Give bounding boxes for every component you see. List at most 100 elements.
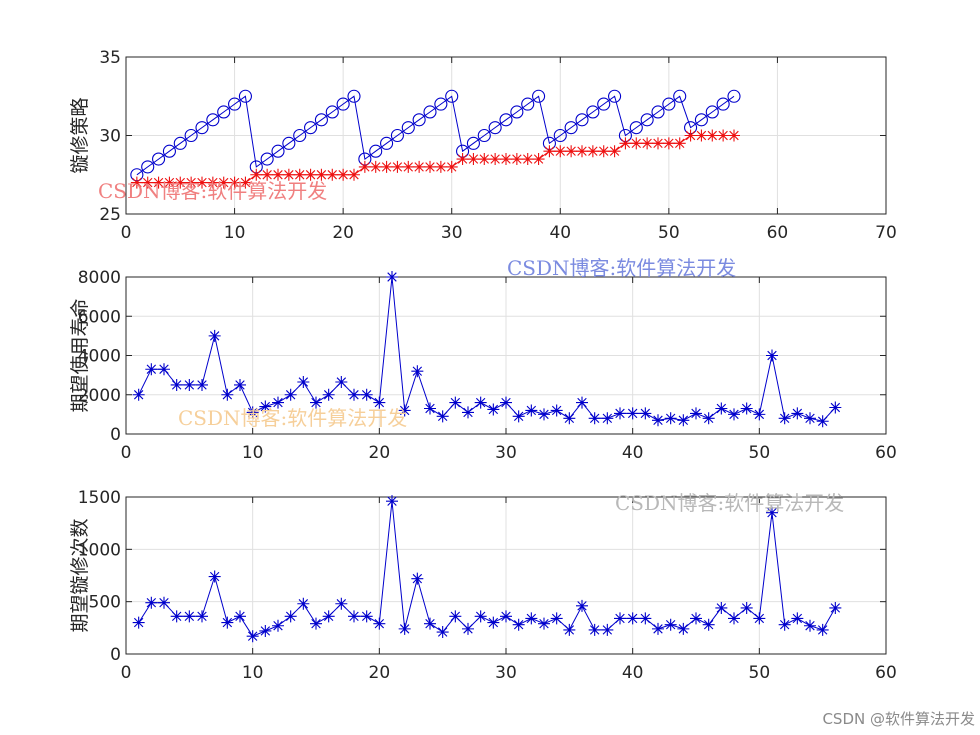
data-point <box>336 97 350 111</box>
data-point <box>398 622 411 635</box>
data-point <box>282 136 296 150</box>
data-point <box>293 168 306 181</box>
data-point <box>304 121 318 135</box>
data-point <box>563 623 576 636</box>
watermark-blue: CSDN博客:软件算法开发 <box>507 256 736 280</box>
data-point <box>778 618 791 631</box>
data-point <box>411 365 424 378</box>
x-tick-label: 10 <box>242 663 264 683</box>
data-point <box>630 137 643 150</box>
data-point <box>487 616 500 629</box>
data-point <box>325 105 339 119</box>
data-point <box>673 137 686 150</box>
data-point <box>315 168 328 181</box>
data-point <box>677 622 690 635</box>
data-point <box>221 616 234 629</box>
data-point <box>152 152 166 166</box>
data-point <box>500 610 512 623</box>
data-point <box>196 610 208 623</box>
x-tick-label: 20 <box>369 443 391 463</box>
data-point <box>728 612 740 625</box>
data-point <box>576 396 588 409</box>
x-tick-label: 70 <box>875 223 897 243</box>
data-point <box>543 145 556 158</box>
data-point <box>228 97 242 111</box>
data-point <box>261 168 274 181</box>
y-tick-label: 4000 <box>78 347 121 367</box>
data-point <box>304 168 317 181</box>
data-point <box>532 89 546 103</box>
x-tick-label: 50 <box>749 443 771 463</box>
data-point <box>271 144 285 158</box>
data-point <box>449 610 462 623</box>
x-tick-label: 0 <box>121 443 132 463</box>
data-point <box>314 113 328 127</box>
data-point <box>436 626 449 639</box>
data-point <box>510 105 524 119</box>
data-point <box>445 160 458 173</box>
data-point <box>597 97 611 111</box>
data-point <box>297 597 310 610</box>
data-point <box>183 378 196 391</box>
data-point <box>816 415 829 428</box>
data-point <box>673 89 687 103</box>
data-point <box>335 375 348 388</box>
watermark-red: CSDN博客:软件算法开发 <box>98 179 327 203</box>
data-point <box>424 617 436 630</box>
data-point <box>662 137 675 150</box>
data-point <box>170 378 183 391</box>
data-point <box>208 329 221 342</box>
data-point <box>221 388 234 401</box>
data-point <box>217 176 230 189</box>
data-point <box>500 396 512 409</box>
data-point <box>626 407 639 420</box>
data-point <box>335 597 348 610</box>
y-tick-label: 0 <box>110 645 121 665</box>
data-point <box>487 403 500 416</box>
data-point <box>402 160 415 173</box>
data-point <box>702 412 715 425</box>
data-point <box>347 89 361 103</box>
x-tick-label: 10 <box>224 223 246 243</box>
data-point <box>401 121 415 135</box>
data-point <box>565 145 578 158</box>
data-point <box>753 612 766 625</box>
data-point <box>608 145 621 158</box>
data-point <box>413 160 426 173</box>
x-tick-label: 20 <box>369 663 391 683</box>
data-point <box>141 160 155 174</box>
data-point <box>597 145 610 158</box>
data-point <box>250 168 263 181</box>
data-point <box>488 121 502 135</box>
data-point <box>282 168 295 181</box>
data-point <box>390 128 404 143</box>
data-point <box>690 407 702 420</box>
data-point <box>196 176 208 189</box>
y-tick-label: 25 <box>99 205 121 225</box>
data-point <box>538 617 550 630</box>
data-point <box>652 137 664 150</box>
data-point <box>576 145 588 158</box>
data-point <box>753 408 766 421</box>
data-point <box>474 610 487 623</box>
data-point <box>766 506 778 519</box>
watermark-orange: CSDN博客:软件算法开发 <box>178 406 407 430</box>
data-point <box>525 612 538 625</box>
x-tick-label: 60 <box>875 443 897 463</box>
data-point <box>259 624 272 637</box>
data-point <box>462 622 474 635</box>
data-point <box>206 176 219 189</box>
data-point <box>310 617 322 630</box>
data-point <box>228 176 241 189</box>
data-point <box>436 410 449 423</box>
data-point <box>586 105 600 119</box>
y-tick-label: 1000 <box>78 540 121 560</box>
data-point <box>553 128 567 143</box>
data-point <box>424 160 436 173</box>
data-point <box>398 404 411 417</box>
data-point <box>601 623 614 636</box>
data-point <box>715 402 728 415</box>
data-point <box>477 128 491 143</box>
series-line-blue-circle <box>136 95 735 176</box>
x-tick-label: 20 <box>332 223 354 243</box>
